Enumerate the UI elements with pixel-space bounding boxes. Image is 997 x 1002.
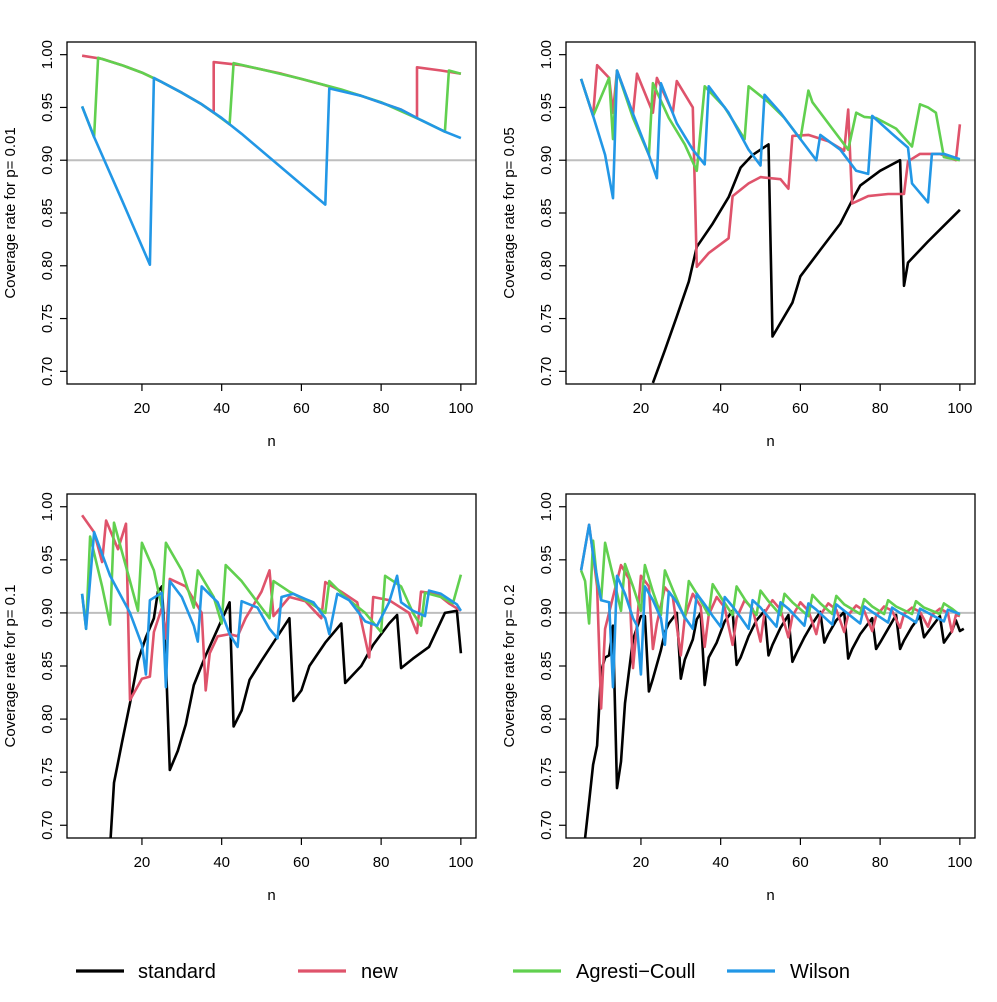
x-tick-label: 60 (792, 400, 809, 417)
legend-label: standard (138, 961, 216, 983)
y-tick-label: 0.95 (538, 545, 555, 574)
x-axis-label: n (766, 433, 774, 450)
x-tick-label: 80 (373, 400, 390, 417)
panel-1: 20 40 60 80 100 0.70 0.75 0.80 0.85 0.90 0.95 1.00 n… (2, 40, 477, 450)
x-axis-label: n (267, 887, 275, 904)
y-tick-label: 0.90 (39, 598, 56, 627)
x-tick-label: 40 (213, 854, 230, 871)
legend: standard new Agresti−Coull Wilson (76, 961, 850, 983)
y-tick-label: 0.70 (39, 811, 56, 840)
x-tick-label: 20 (134, 854, 151, 871)
y-tick-label: 1.00 (538, 492, 555, 521)
x-tick-label: 60 (293, 854, 310, 871)
legend-entry-agresti-coull: Agresti−Coull (513, 961, 696, 983)
x-axis-label: n (766, 887, 774, 904)
series-line-standard (583, 609, 965, 838)
series-line-agresti-coull (80, 521, 463, 634)
series-line-new (81, 54, 462, 120)
x-tick-label: 100 (448, 400, 473, 417)
y-tick-label: 0.75 (39, 304, 56, 333)
x-tick-label: 60 (792, 854, 809, 871)
y-tick-label: 0.80 (538, 251, 555, 280)
y-tick-label: 0.85 (39, 651, 56, 680)
y-axis-label: Coverage rate for p= 0.1 (2, 584, 19, 747)
x-tick-label: 20 (633, 854, 650, 871)
x-tick-label: 80 (373, 854, 390, 871)
x-tick-label: 40 (213, 400, 230, 417)
series-line-standard (109, 585, 463, 838)
y-tick-label: 0.75 (538, 304, 555, 333)
y-tick-label: 0.95 (538, 93, 555, 122)
legend-label: new (361, 961, 398, 983)
x-tick-label: 100 (448, 854, 473, 871)
legend-entry-new: new (298, 961, 398, 983)
y-tick-label: 0.80 (538, 704, 555, 733)
x-axis-label: n (267, 433, 275, 450)
y-axis-label: Coverage rate for p= 0.2 (501, 584, 518, 747)
legend-label: Agresti−Coull (576, 961, 696, 983)
panel-2: 20 40 60 80 100 0.70 0.75 0.80 0.85 0.90 0.95 1.00 n… (501, 40, 976, 450)
legend-label: Wilson (790, 961, 850, 983)
x-tick-label: 100 (947, 400, 972, 417)
panel-3: 20 40 60 80 100 0.70 0.75 0.80 0.85 0.90 0.95 1.00 n… (2, 492, 477, 904)
x-tick-label: 80 (872, 400, 889, 417)
y-tick-label: 0.90 (39, 146, 56, 175)
y-tick-label: 0.85 (538, 651, 555, 680)
y-tick-label: 0.70 (538, 811, 555, 840)
y-tick-label: 0.70 (39, 357, 56, 386)
y-tick-label: 0.80 (39, 704, 56, 733)
plot-frame (565, 493, 976, 839)
legend-entry-standard: standard (76, 961, 216, 983)
y-tick-label: 0.85 (538, 198, 555, 227)
y-tick-label: 1.00 (39, 40, 56, 69)
x-tick-label: 80 (872, 854, 889, 871)
y-tick-label: 1.00 (538, 40, 555, 69)
y-tick-label: 0.70 (538, 357, 555, 386)
x-tick-label: 40 (712, 400, 729, 417)
series-line-agresti-coull (579, 69, 961, 173)
series-line-agresti-coull (579, 539, 961, 625)
series-line-wilson (80, 76, 462, 266)
legend-entry-wilson: Wilson (727, 961, 850, 983)
y-tick-label: 0.95 (39, 545, 56, 574)
x-tick-label: 40 (712, 854, 729, 871)
x-tick-label: 60 (293, 400, 310, 417)
x-tick-label: 100 (947, 854, 972, 871)
y-tick-label: 0.80 (39, 251, 56, 280)
y-tick-label: 1.00 (39, 492, 56, 521)
y-axis-label: Coverage rate for p= 0.05 (501, 127, 518, 298)
series-line-agresti-coull (80, 56, 462, 139)
y-tick-label: 0.90 (538, 146, 555, 175)
y-tick-label: 0.75 (39, 758, 56, 787)
x-tick-label: 20 (633, 400, 650, 417)
y-tick-label: 0.85 (39, 198, 56, 227)
panel-4: 20 40 60 80 100 0.70 0.75 0.80 0.85 0.90 0.95 1.00 n… (501, 492, 976, 904)
y-axis-label: Coverage rate for p= 0.01 (2, 127, 19, 298)
series-line-wilson (80, 530, 463, 689)
x-tick-label: 20 (134, 400, 151, 417)
series-line-wilson (579, 69, 961, 204)
y-tick-label: 0.95 (39, 93, 56, 122)
series-line-wilson (579, 523, 961, 689)
series-line-new (579, 523, 961, 710)
y-tick-label: 0.90 (538, 598, 555, 627)
y-tick-label: 0.75 (538, 758, 555, 787)
